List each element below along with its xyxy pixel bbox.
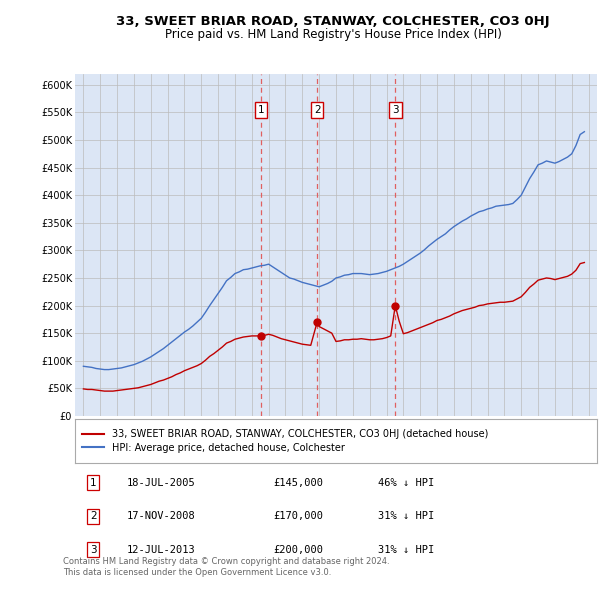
Text: 31% ↓ HPI: 31% ↓ HPI: [378, 512, 434, 521]
Text: 17-NOV-2008: 17-NOV-2008: [127, 512, 196, 521]
Text: 2: 2: [314, 104, 320, 114]
Text: 31% ↓ HPI: 31% ↓ HPI: [378, 545, 434, 555]
Text: £200,000: £200,000: [274, 545, 323, 555]
Text: Price paid vs. HM Land Registry's House Price Index (HPI): Price paid vs. HM Land Registry's House …: [164, 28, 502, 41]
Text: 3: 3: [392, 104, 398, 114]
Text: 18-JUL-2005: 18-JUL-2005: [127, 478, 196, 488]
Legend: 33, SWEET BRIAR ROAD, STANWAY, COLCHESTER, CO3 0HJ (detached house), HPI: Averag: 33, SWEET BRIAR ROAD, STANWAY, COLCHESTE…: [82, 429, 488, 453]
Text: 2: 2: [90, 512, 97, 521]
Text: 46% ↓ HPI: 46% ↓ HPI: [378, 478, 434, 488]
Text: 3: 3: [90, 545, 97, 555]
Text: Contains HM Land Registry data © Crown copyright and database right 2024.
This d: Contains HM Land Registry data © Crown c…: [63, 558, 389, 577]
Text: 1: 1: [90, 478, 97, 488]
Text: 1: 1: [257, 104, 264, 114]
Text: £145,000: £145,000: [274, 478, 323, 488]
Text: 12-JUL-2013: 12-JUL-2013: [127, 545, 196, 555]
Text: £170,000: £170,000: [274, 512, 323, 521]
Text: 33, SWEET BRIAR ROAD, STANWAY, COLCHESTER, CO3 0HJ: 33, SWEET BRIAR ROAD, STANWAY, COLCHESTE…: [116, 15, 550, 28]
